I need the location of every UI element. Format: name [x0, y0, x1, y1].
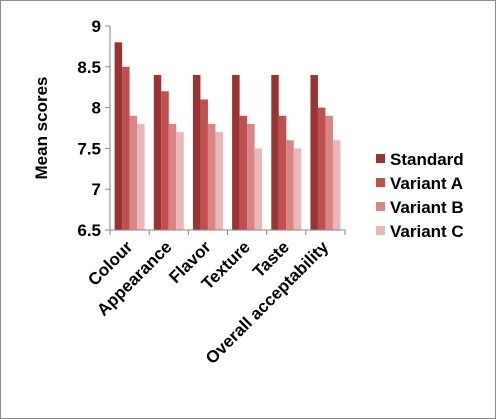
- bar: [239, 115, 248, 230]
- bar: [176, 132, 184, 230]
- bar: [232, 74, 240, 231]
- bar: [215, 132, 223, 230]
- bar: [325, 115, 333, 230]
- y-tick-label: 8.5: [77, 58, 101, 77]
- y-tick-label: 6.5: [77, 221, 101, 240]
- y-tick-label: 9: [92, 17, 101, 36]
- legend-swatch: [376, 154, 385, 163]
- bar: [114, 42, 123, 230]
- bar: [254, 148, 263, 230]
- y-axis-title-group: Mean scores: [32, 77, 51, 180]
- bar: [129, 115, 138, 230]
- bar: [122, 66, 130, 230]
- y-axis-title: Mean scores: [32, 77, 51, 180]
- bar: [310, 74, 318, 231]
- legend: Standard Variant A Variant B Variant C: [376, 150, 464, 241]
- bar: [317, 107, 326, 230]
- legend-label: Variant A: [390, 174, 463, 193]
- y-ticks: 6.5 7 7.5 8 8.5 9: [77, 17, 110, 240]
- y-tick-label: 7.5: [77, 139, 101, 158]
- bar: [192, 74, 201, 231]
- legend-label: Variant B: [390, 198, 464, 217]
- y-tick-label: 8: [92, 99, 101, 118]
- bar: [271, 74, 279, 231]
- bar: [168, 123, 177, 230]
- bar: [161, 91, 169, 230]
- y-tick-label: 7: [92, 180, 101, 199]
- bar: [278, 115, 287, 230]
- x-tick-labels: ColourAppearanceFlavorTextureTasteOveral…: [84, 237, 332, 368]
- legend-swatch: [376, 202, 385, 211]
- bar: [200, 99, 208, 230]
- bar: [247, 123, 255, 230]
- bar: [153, 74, 162, 231]
- bar: [293, 148, 302, 230]
- bar: [286, 140, 294, 230]
- legend-label: Variant C: [390, 222, 464, 241]
- legend-swatch: [376, 226, 385, 235]
- legend-label: Standard: [390, 150, 464, 169]
- bar: [137, 123, 145, 230]
- legend-swatch: [376, 178, 385, 187]
- bar: [332, 140, 341, 230]
- bar: [207, 123, 216, 230]
- bars: [114, 42, 341, 231]
- axes: [109, 26, 346, 235]
